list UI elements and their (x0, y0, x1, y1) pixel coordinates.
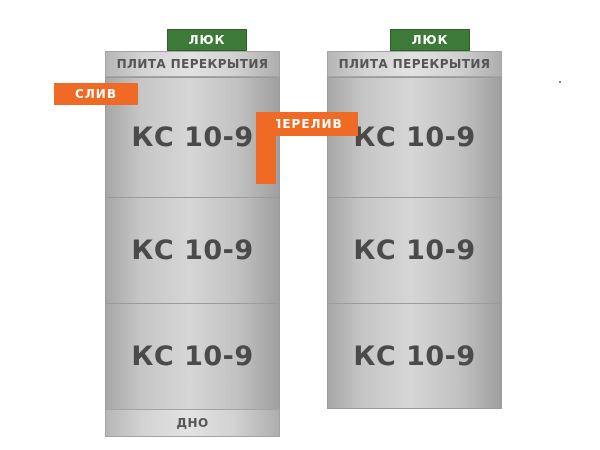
right-ring-2: КС 10-9 (327, 197, 502, 304)
right-slab: ПЛИТА ПЕРЕКРЫТИЯ (327, 51, 502, 77)
left-well: ПЛИТА ПЕРЕКРЫТИЯ КС 10-9 КС 10-9 КС 10-9… (105, 51, 280, 437)
right-slab-label: ПЛИТА ПЕРЕКРЫТИЯ (338, 57, 491, 71)
stray-dot (559, 81, 561, 83)
left-ring-2: КС 10-9 (105, 197, 280, 304)
right-well: ПЛИТА ПЕРЕКРЫТИЯ КС 10-9 КС 10-9 КС 10-9 (327, 51, 502, 409)
right-ring-3-label: КС 10-9 (353, 340, 476, 372)
left-ring-3-label: КС 10-9 (131, 341, 254, 372)
left-bottom-label: ДНО (176, 416, 209, 430)
right-hatch: ЛЮК (390, 29, 470, 51)
drain-pipe-label: СЛИВ (75, 87, 117, 101)
overflow-pipe-leg (256, 112, 276, 184)
overflow-pipe-label: ПЕРЕЛИВ (271, 117, 343, 131)
left-hatch: ЛЮК (167, 29, 247, 51)
left-slab: ПЛИТА ПЕРЕКРЫТИЯ (105, 51, 280, 77)
left-ring-3: КС 10-9 (105, 303, 280, 410)
right-ring-1-label: КС 10-9 (353, 122, 476, 153)
right-ring-3: КС 10-9 (327, 303, 502, 409)
left-ring-1: КС 10-9 (105, 77, 280, 198)
right-ring-2-label: КС 10-9 (353, 235, 476, 266)
left-ring-1-label: КС 10-9 (131, 122, 254, 153)
left-hatch-label: ЛЮК (188, 33, 226, 47)
left-ring-2-label: КС 10-9 (131, 235, 254, 266)
left-slab-label: ПЛИТА ПЕРЕКРЫТИЯ (116, 57, 269, 71)
right-hatch-label: ЛЮК (411, 33, 449, 47)
drain-pipe: СЛИВ (54, 83, 138, 105)
right-ring-1: КС 10-9 (327, 77, 502, 198)
left-bottom: ДНО (105, 409, 280, 437)
